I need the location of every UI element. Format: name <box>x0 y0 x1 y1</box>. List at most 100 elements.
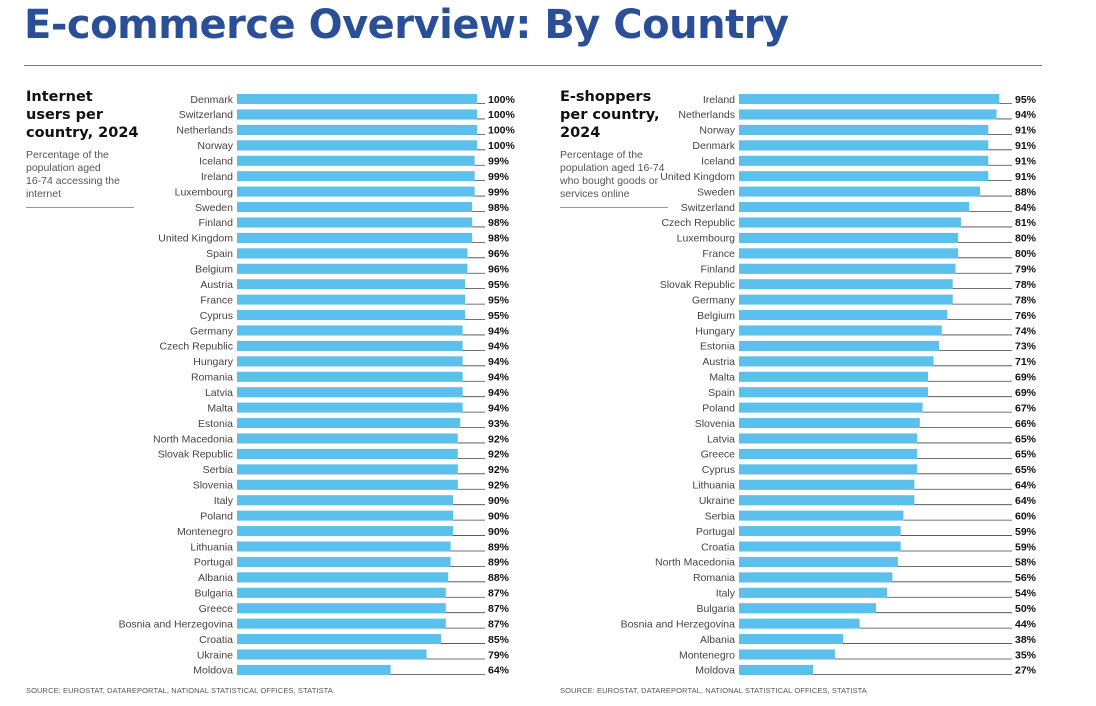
category-label-portugal: Portugal <box>194 557 233 569</box>
internet-users-bar-chart: Denmark 100% Switzerland 100% Netherlands 100… <box>119 94 516 677</box>
category-label-cyprus: Cyprus <box>200 310 233 322</box>
value-label-czech-republic: 94% <box>488 341 510 353</box>
value-label-croatia: 59% <box>1015 541 1037 553</box>
bar-bosnia-and-herzegovina <box>237 618 446 629</box>
bar-montenegro <box>237 526 453 537</box>
bar-poland <box>237 510 453 521</box>
value-label-serbia: 92% <box>488 464 510 476</box>
value-label-estonia: 73% <box>1015 341 1037 353</box>
category-label-portugal: Portugal <box>696 526 735 538</box>
value-label-ireland: 99% <box>488 171 510 183</box>
bar-italy <box>739 587 887 598</box>
value-label-albania: 38% <box>1015 634 1037 646</box>
bar-albania <box>237 572 449 583</box>
category-label-belgium: Belgium <box>697 310 735 322</box>
bar-romania <box>237 371 463 382</box>
bar-iceland <box>237 155 475 166</box>
category-label-sweden: Sweden <box>697 186 735 198</box>
value-label-netherlands: 94% <box>1015 109 1037 121</box>
category-label-italy: Italy <box>716 588 736 600</box>
bar-sweden <box>237 202 473 213</box>
bar-montenegro <box>739 649 835 660</box>
bar-bosnia-and-herzegovina <box>739 618 860 629</box>
value-label-cyprus: 95% <box>488 310 510 322</box>
category-label-belgium: Belgium <box>195 264 233 276</box>
category-label-greece: Greece <box>199 603 234 615</box>
value-label-montenegro: 90% <box>488 526 510 538</box>
value-label-portugal: 59% <box>1015 526 1037 538</box>
category-label-luxembourg: Luxembourg <box>677 233 736 245</box>
category-label-united-kingdom: United Kingdom <box>660 171 735 183</box>
category-label-malta: Malta <box>709 372 735 384</box>
bar-czech-republic <box>237 340 463 351</box>
category-label-united-kingdom: United Kingdom <box>158 233 233 245</box>
value-label-united-kingdom: 98% <box>488 233 510 245</box>
bar-north-macedonia <box>237 433 458 444</box>
value-label-italy: 54% <box>1015 588 1037 600</box>
value-label-iceland: 99% <box>488 156 510 168</box>
bar-serbia <box>739 510 904 521</box>
value-label-romania: 56% <box>1015 572 1037 584</box>
category-label-austria: Austria <box>200 279 233 291</box>
value-label-malta: 94% <box>488 402 510 414</box>
category-label-poland: Poland <box>200 510 233 522</box>
bar-italy <box>237 495 453 506</box>
value-label-slovenia: 66% <box>1015 418 1037 430</box>
bar-united-kingdom <box>237 232 473 243</box>
category-label-france: France <box>200 294 233 306</box>
value-label-united-kingdom: 91% <box>1015 171 1037 183</box>
category-label-czech-republic: Czech Republic <box>159 341 233 353</box>
e-shoppers-panel-divider <box>560 207 668 208</box>
value-label-serbia: 60% <box>1015 510 1037 522</box>
bar-belgium <box>237 263 468 274</box>
category-label-croatia: Croatia <box>199 634 233 646</box>
value-label-ukraine: 79% <box>488 649 510 661</box>
category-label-norway: Norway <box>197 140 233 152</box>
bar-denmark <box>739 140 989 151</box>
bar-estonia <box>237 418 461 429</box>
category-label-slovak-republic: Slovak Republic <box>158 449 233 461</box>
category-label-denmark: Denmark <box>692 140 735 152</box>
e-shoppers-panel-title: E-shoppers per country, 2024 <box>560 89 660 141</box>
bar-netherlands <box>739 109 997 120</box>
category-label-ireland: Ireland <box>201 171 233 183</box>
bar-moldova <box>237 664 391 675</box>
value-label-latvia: 94% <box>488 387 510 399</box>
page-title: E-commerce Overview: By Country <box>24 2 789 48</box>
value-label-croatia: 85% <box>488 634 510 646</box>
category-label-hungary: Hungary <box>193 356 233 368</box>
category-label-latvia: Latvia <box>205 387 233 399</box>
value-label-norway: 91% <box>1015 125 1037 137</box>
bar-hungary <box>237 356 463 367</box>
value-label-germany: 78% <box>1015 294 1037 306</box>
bar-albania <box>739 634 844 645</box>
value-label-switzerland: 100% <box>488 109 516 121</box>
bar-luxembourg <box>739 232 959 243</box>
bar-austria <box>739 356 934 367</box>
value-label-denmark: 100% <box>488 94 516 106</box>
value-label-albania: 88% <box>488 572 510 584</box>
value-label-bulgaria: 50% <box>1015 603 1037 615</box>
bar-latvia <box>739 433 918 444</box>
category-label-serbia: Serbia <box>203 464 234 476</box>
value-label-estonia: 93% <box>488 418 510 430</box>
value-label-belgium: 76% <box>1015 310 1037 322</box>
category-label-cyprus: Cyprus <box>702 464 735 476</box>
bar-poland <box>739 402 923 413</box>
value-label-slovak-republic: 78% <box>1015 279 1037 291</box>
bar-latvia <box>237 387 463 398</box>
value-label-spain: 69% <box>1015 387 1037 399</box>
category-label-estonia: Estonia <box>700 341 735 353</box>
value-label-switzerland: 84% <box>1015 202 1037 214</box>
bar-lithuania <box>739 479 915 490</box>
bar-czech-republic <box>739 217 961 228</box>
value-label-ireland: 95% <box>1015 94 1037 106</box>
internet-users-source: SOURCE: EUROSTAT, DATAREPORTAL, NATIONAL… <box>26 686 333 695</box>
bar-france <box>237 294 465 305</box>
category-label-switzerland: Switzerland <box>179 109 233 121</box>
value-label-lithuania: 89% <box>488 541 510 553</box>
category-label-netherlands: Netherlands <box>176 125 233 137</box>
category-label-slovenia: Slovenia <box>193 480 233 492</box>
bar-bulgaria <box>739 603 876 614</box>
